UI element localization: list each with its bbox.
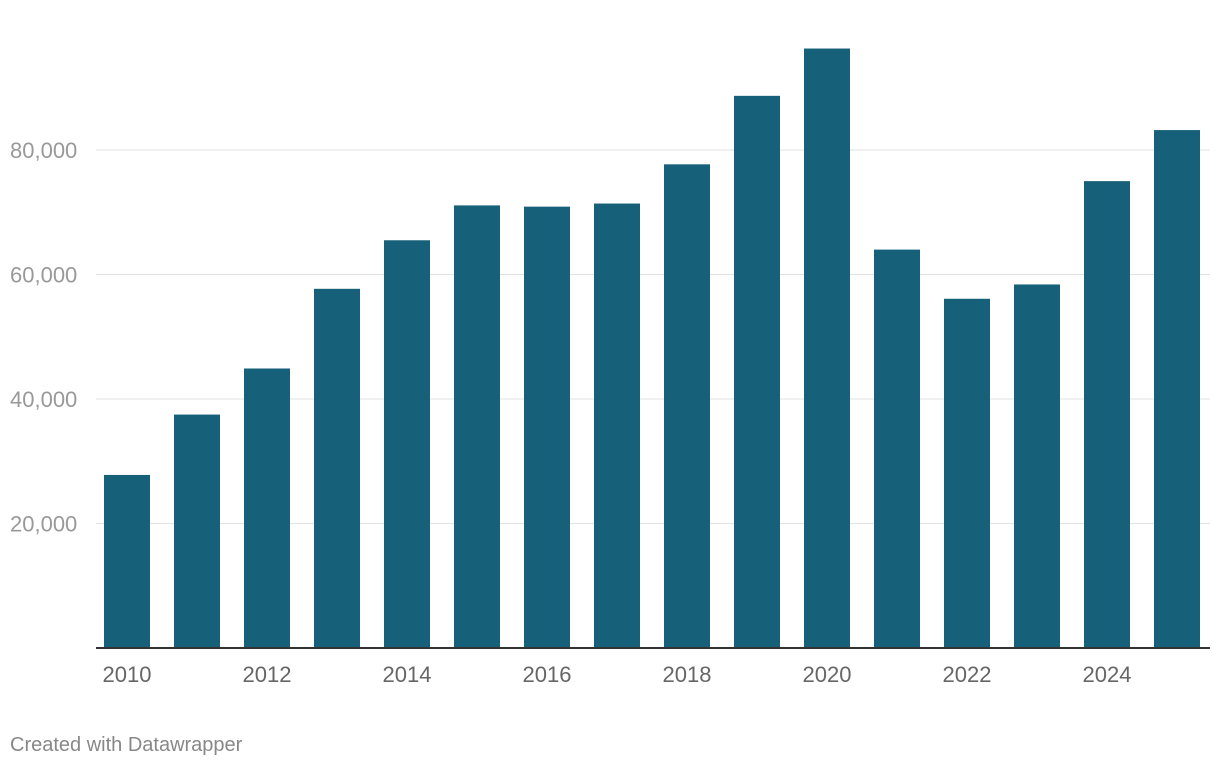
bar-2020 (804, 48, 850, 649)
x-axis-tick-labels: 2010 2012 2014 2016 2018 2020 2022 2024 (103, 662, 1132, 687)
x-tick-label: 2020 (803, 662, 852, 687)
y-tick-label: 40,000 (10, 387, 77, 412)
bar-2013 (314, 288, 360, 648)
y-tick-label: 60,000 (10, 263, 77, 288)
bar-2024 (1084, 181, 1130, 648)
bar-2023 (1014, 284, 1060, 648)
datawrapper-credit[interactable]: Created with Datawrapper (10, 734, 243, 756)
bar-2014 (384, 240, 430, 648)
bar-2021 (874, 249, 920, 648)
y-axis-tick-labels: 20,000 40,000 60,000 80,000 (10, 138, 77, 537)
bar-2017 (594, 203, 640, 648)
bar-2015 (454, 205, 500, 648)
bars (104, 48, 1200, 649)
bar-2016 (524, 206, 570, 648)
x-tick-label: 2024 (1083, 662, 1132, 687)
y-tick-label: 80,000 (10, 138, 77, 163)
x-tick-label: 2012 (243, 662, 292, 687)
x-tick-label: 2018 (663, 662, 712, 687)
bar-2010 (104, 474, 150, 648)
bar-2012 (244, 368, 290, 648)
x-tick-label: 2014 (383, 662, 432, 687)
bar-2019 (734, 95, 780, 648)
bar-2025 (1154, 130, 1200, 648)
x-tick-label: 2010 (103, 662, 152, 687)
bar-2011 (174, 414, 220, 648)
bar-2018 (664, 164, 710, 648)
y-tick-label: 20,000 (10, 512, 77, 537)
bar-2022 (944, 298, 990, 648)
x-tick-label: 2022 (943, 662, 992, 687)
x-tick-label: 2016 (523, 662, 572, 687)
